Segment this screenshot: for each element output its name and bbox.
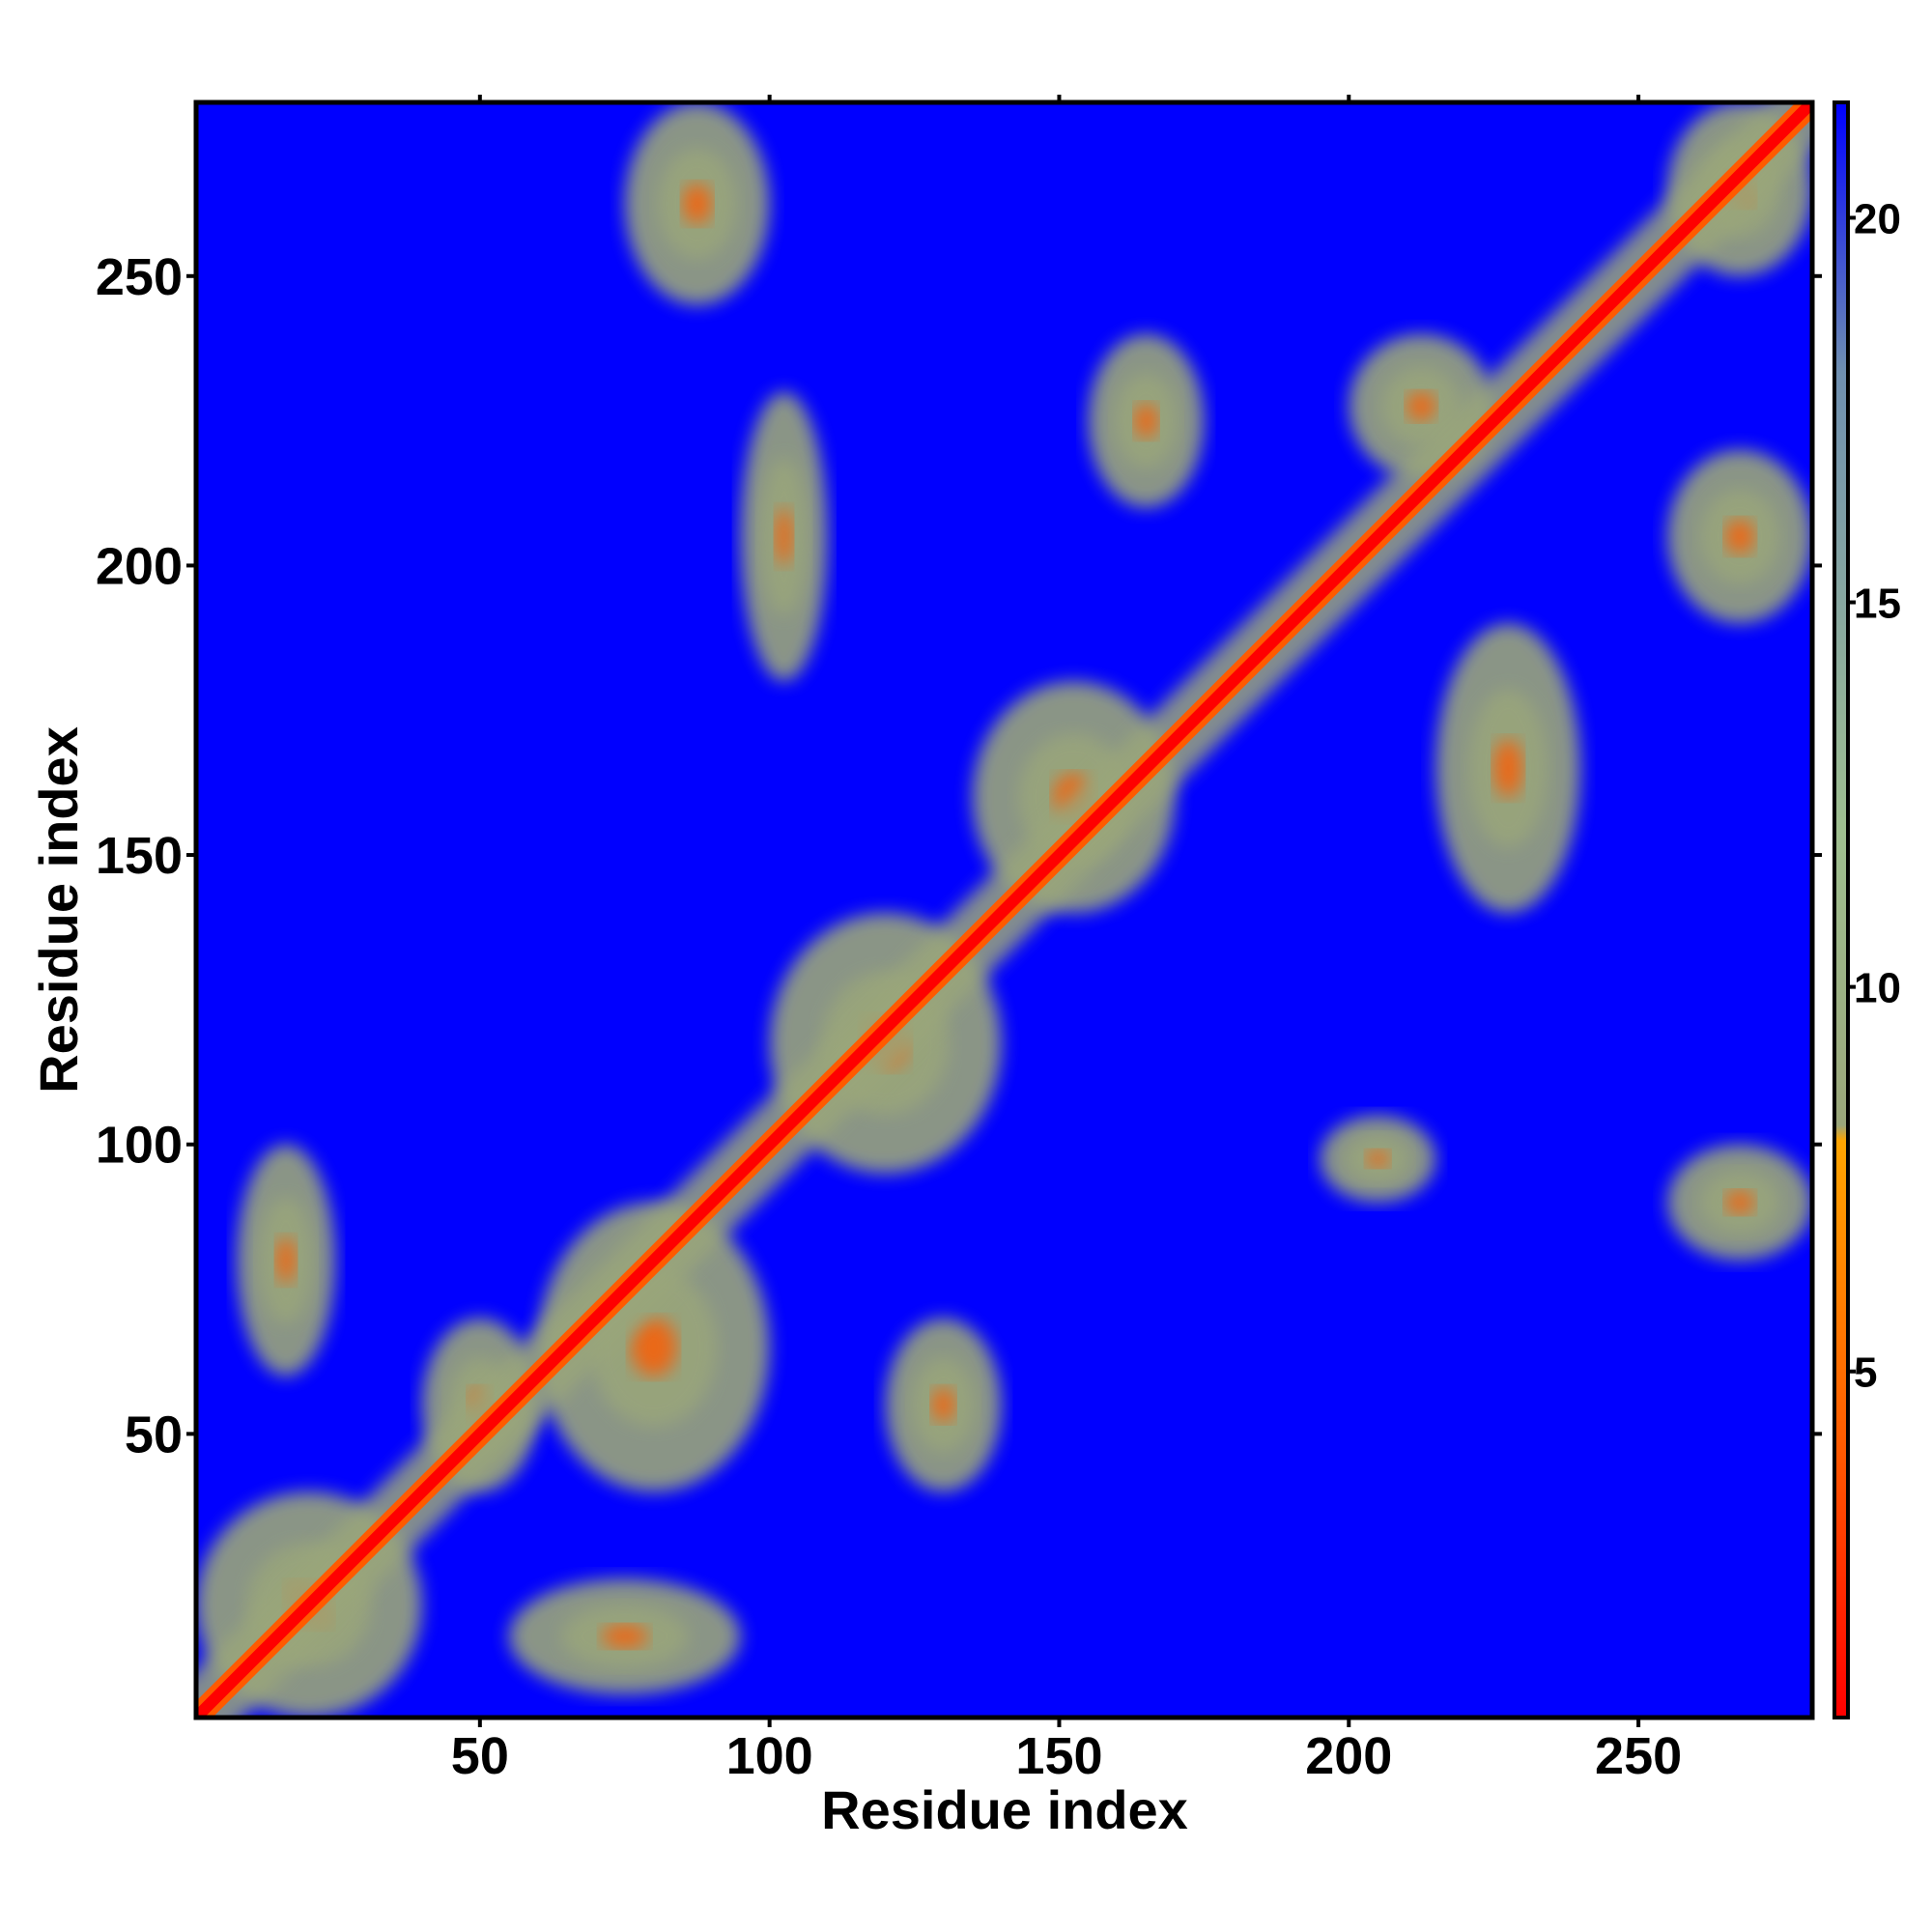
diagonal-core — [196, 102, 1812, 1718]
contact-region-core — [931, 1387, 955, 1423]
y-axis-label: Residue index — [28, 726, 89, 1094]
contact-region — [624, 102, 770, 305]
contact-region-core — [1493, 739, 1523, 798]
contact-region — [1667, 449, 1812, 624]
plot-frame — [193, 99, 1815, 1720]
x-axis-ticks: 50 100 150 200 250 — [451, 1718, 1682, 1785]
contact-region-core — [601, 1625, 648, 1649]
y-axis-right-ticks — [1812, 273, 1822, 1436]
contact-region — [1667, 1144, 1812, 1261]
colorbar-tick-label: 20 — [1854, 195, 1901, 242]
y-tick-label: 250 — [96, 248, 183, 306]
colorbar-tick-label: 15 — [1854, 581, 1901, 628]
contact-region — [740, 391, 828, 682]
colorbar-tick-label: 10 — [1854, 965, 1901, 1012]
diagonal-band — [196, 102, 1812, 1718]
contact-region-core — [630, 1318, 677, 1377]
contact-region-core — [1725, 1190, 1755, 1214]
contact-region — [1088, 333, 1205, 508]
contact-region-core — [682, 183, 712, 224]
x-axis-label: Residue index — [821, 1779, 1188, 1840]
contact-region-core — [1366, 1150, 1390, 1168]
colorbar-scale — [1833, 100, 1850, 1719]
contact-region — [1320, 1115, 1436, 1203]
heatmap — [196, 102, 1812, 1718]
contact-region-core — [1406, 391, 1436, 421]
y-tick-label: 50 — [125, 1406, 183, 1463]
x-tick-label: 250 — [1595, 1727, 1682, 1785]
x-axis-top-ticks — [477, 95, 1641, 102]
contact-region-core — [1134, 403, 1158, 439]
contact-region — [885, 1318, 1002, 1492]
x-tick-label: 100 — [726, 1727, 813, 1785]
colorbar: 5 10 15 20 — [1833, 100, 1901, 1719]
contact-region-core — [275, 1236, 297, 1284]
contact-region — [508, 1578, 741, 1695]
colorbar-ticks: 5 10 15 20 — [1848, 195, 1901, 1397]
contact-region-core — [1725, 519, 1755, 554]
x-tick-label: 150 — [1015, 1727, 1102, 1785]
contact-region — [1435, 623, 1581, 913]
x-tick-label: 50 — [451, 1727, 509, 1785]
y-tick-label: 100 — [96, 1117, 183, 1175]
contact-region-core — [775, 507, 793, 566]
x-tick-label: 200 — [1305, 1727, 1392, 1785]
y-tick-label: 200 — [96, 537, 183, 595]
contact-region — [236, 1144, 335, 1377]
colorbar-tick-label: 5 — [1854, 1350, 1877, 1397]
y-tick-label: 150 — [96, 827, 183, 885]
y-axis-ticks: 50 100 150 200 250 — [96, 248, 196, 1463]
